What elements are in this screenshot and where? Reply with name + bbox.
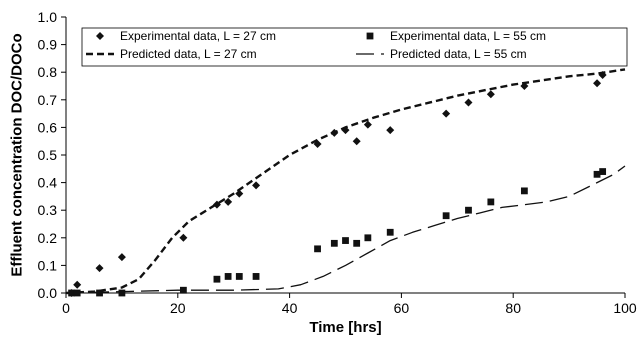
legend-label: Predicted data, L = 55 cm <box>390 47 527 61</box>
x-tick-label: 80 <box>505 300 521 316</box>
data-point <box>212 200 221 209</box>
data-point <box>252 273 260 280</box>
data-point <box>464 98 473 107</box>
data-point <box>442 109 451 118</box>
data-point <box>95 264 104 273</box>
y-tick-label: 0.2 <box>38 230 58 246</box>
legend-label: Predicted data, L = 27 cm <box>120 47 257 61</box>
data-point <box>224 273 232 280</box>
data-point <box>386 126 395 135</box>
x-tick-label: 20 <box>170 300 186 316</box>
legend: Experimental data, L = 27 cm Experimental… <box>81 27 628 67</box>
legend-item: Experimental data, L = 55 cm <box>366 29 546 43</box>
legend-item: Predicted data, L = 27 cm <box>86 47 257 61</box>
data-point <box>96 289 103 297</box>
data-point <box>235 189 244 198</box>
series-1 <box>68 168 607 297</box>
legend-box <box>81 27 628 67</box>
data-point <box>364 234 372 242</box>
data-point <box>598 70 607 79</box>
data-point <box>486 90 495 99</box>
data-point <box>465 206 472 214</box>
legend-swatch <box>96 32 104 40</box>
legend-item: Predicted data, L = 55 cm <box>356 47 527 61</box>
series-3 <box>65 165 626 294</box>
data-point <box>352 137 361 146</box>
data-point <box>520 187 528 195</box>
data-point <box>520 82 529 90</box>
data-point <box>179 286 187 294</box>
y-tick-label: 0.8 <box>38 64 58 80</box>
data-point <box>386 228 394 236</box>
legend-label: Experimental data, L = 27 cm <box>120 29 276 43</box>
data-point <box>224 197 233 206</box>
data-point <box>73 289 81 297</box>
data-point <box>353 239 361 247</box>
data-point <box>442 212 450 220</box>
data-point <box>487 198 495 206</box>
y-tick-label: 0.1 <box>38 257 58 273</box>
legend-swatch <box>366 32 374 40</box>
data-point <box>330 128 339 137</box>
plot-area: 0 20 40 60 80 100 0.0 0.1 0.2 0.3 0.4 0.5 0.6 0.7 0.8 0… <box>38 9 637 316</box>
series-2 <box>65 68 626 295</box>
y-axis-title: Effluent concentration DOC/DOCo <box>9 33 26 276</box>
y-tick-label: 0.3 <box>38 202 58 218</box>
data-point <box>363 120 372 129</box>
y-tick-label: 0.6 <box>38 119 58 135</box>
predicted-line <box>65 68 626 295</box>
x-tick-label: 40 <box>282 300 298 316</box>
x-tick-label: 100 <box>613 300 637 316</box>
series-layer <box>65 68 626 297</box>
predicted-line <box>65 165 626 294</box>
x-axis-title: Time [hrs] <box>309 319 381 336</box>
data-point <box>117 253 126 262</box>
y-tick-label: 0.5 <box>38 147 58 163</box>
data-point <box>313 139 322 148</box>
data-point <box>341 126 350 135</box>
y-tick-label: 0.4 <box>38 175 58 191</box>
data-point <box>330 239 338 247</box>
data-point <box>342 237 349 244</box>
y-tick-label: 1.0 <box>38 9 58 25</box>
x-tick-label: 60 <box>394 300 410 316</box>
y-tick-label: 0.0 <box>38 285 58 301</box>
data-point <box>179 233 188 242</box>
data-point <box>314 245 321 253</box>
data-point <box>593 170 601 178</box>
data-point <box>118 289 126 297</box>
x-tick-label: 0 <box>62 300 70 316</box>
y-tick-label: 0.7 <box>38 92 58 108</box>
data-point <box>599 168 607 175</box>
data-point <box>235 273 243 280</box>
data-point <box>73 280 82 289</box>
data-point <box>593 79 602 88</box>
legend-item: Experimental data, L = 27 cm <box>96 29 276 43</box>
ticks-layer: 0 20 40 60 80 100 0.0 0.1 0.2 0.3 0.4 0.5 0.6 0.7 0.8 0… <box>38 9 637 316</box>
series-0 <box>67 70 607 297</box>
data-point <box>252 181 261 190</box>
data-point <box>68 289 75 297</box>
y-tick-label: 0.9 <box>38 37 58 53</box>
legend-label: Experimental data, L = 55 cm <box>390 29 546 43</box>
data-point <box>213 275 221 283</box>
